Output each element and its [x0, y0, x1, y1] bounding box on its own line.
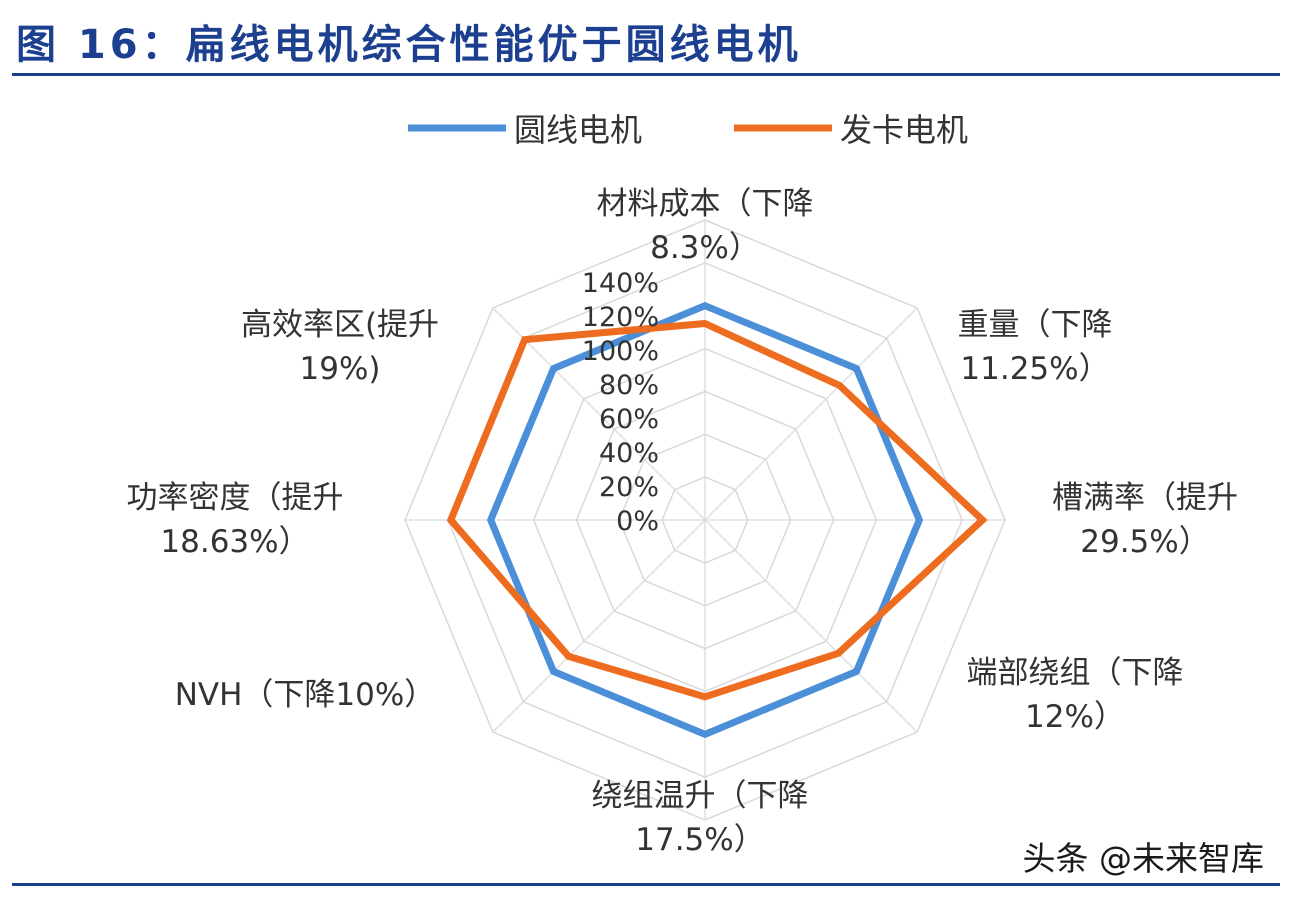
figure-title: 图 16：扁线电机综合性能优于圆线电机: [16, 22, 802, 68]
axis-label-line2: 11.25%）: [960, 351, 1109, 387]
axis-label-line2: 12%）: [1025, 699, 1125, 735]
radial-tick-label: 40%: [599, 438, 659, 469]
axis-label-line1: 功率密度（提升: [127, 480, 344, 516]
radial-tick-label: 60%: [599, 404, 659, 435]
radar-series: [446, 301, 988, 739]
legend: 圆线电机 发卡电机: [408, 111, 968, 149]
axis-labels: 材料成本（下降 8.3%） 重量（下降 11.25%） 槽满率（提升 29.5%） 端部绕组…: [127, 186, 1239, 858]
grid-spoke: [492, 519, 706, 733]
title-rule: [12, 73, 1280, 76]
legend-label: 发卡电机: [840, 111, 968, 149]
axis-label-line1: 高效率区(提升: [241, 307, 439, 343]
radial-tick-label: 120%: [582, 302, 659, 333]
radial-tick-label: 0%: [616, 506, 659, 537]
radial-tick-label: 140%: [582, 268, 659, 299]
axis-label-line2: 19%): [300, 351, 381, 387]
axis-label-line2: 17.5%）: [635, 822, 764, 858]
axis-label-line1: 槽满率（提升: [1052, 480, 1238, 516]
radar-grid: [404, 219, 1006, 821]
series-line: [446, 319, 988, 701]
axis-label-line2: 18.63%）: [160, 524, 309, 560]
watermark: 头条 @未来智库: [1022, 839, 1265, 878]
axis-label-line1: 材料成本（下降: [597, 186, 814, 222]
axis-label-line2: 29.5%）: [1080, 524, 1209, 560]
bottom-rule: [12, 883, 1280, 886]
legend-label: 圆线电机: [514, 111, 642, 149]
radial-tick-label: 100%: [582, 336, 659, 367]
axis-label-line2: 8.3%）: [650, 230, 760, 266]
radial-tick-label: 80%: [599, 370, 659, 401]
grid-spoke: [492, 307, 706, 521]
grid-spoke: [704, 307, 918, 521]
axis-label-line1: NVH（下降10%）: [175, 677, 436, 713]
radial-tick-label: 20%: [599, 472, 659, 503]
axis-label-line1: 绕组温升（下降: [592, 778, 809, 814]
axis-label-line1: 端部绕组（下降: [967, 655, 1184, 691]
grid-spoke: [704, 519, 918, 733]
axis-label-line1: 重量（下降: [958, 307, 1113, 343]
radial-tick-labels: 0%20%40%60%80%100%120%140%: [582, 268, 659, 537]
